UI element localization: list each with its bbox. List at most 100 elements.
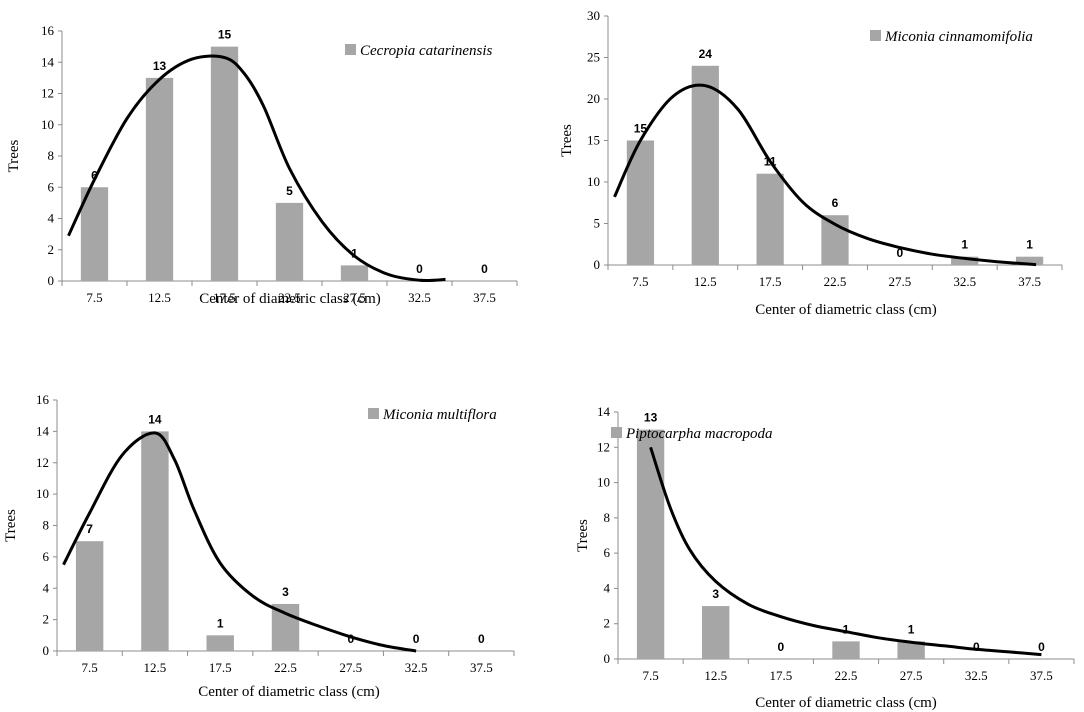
x-tick-label: 12.5 — [704, 668, 727, 683]
fitted-curve — [649, 446, 1042, 657]
y-tick-label: 6 — [43, 549, 50, 564]
data-label: 6 — [832, 196, 839, 210]
x-tick-label: 22.5 — [274, 660, 297, 675]
legend-label: Cecropia catarinensis — [360, 43, 493, 59]
bar-27.5 — [340, 265, 369, 281]
bar-37.5 — [1015, 256, 1044, 265]
legend-swatch — [345, 44, 356, 55]
bar-22.5 — [832, 641, 860, 659]
chart-panel-2: 0510152025307.51512.52417.51122.5627.503… — [559, 8, 1063, 318]
y-tick-label: 2 — [43, 612, 50, 627]
data-label: 15 — [218, 28, 232, 42]
bar-17.5 — [756, 173, 784, 265]
bar-12.5 — [691, 65, 719, 265]
y-tick-label: 10 — [36, 486, 49, 501]
y-tick-label: 14 — [41, 54, 55, 69]
y-tick-label: 16 — [41, 23, 55, 38]
y-tick-label: 10 — [587, 174, 600, 189]
legend-label: Miconia cinnamomifolia — [884, 29, 1033, 45]
bar-27.5 — [897, 641, 925, 659]
data-label: 1 — [843, 622, 850, 636]
y-tick-label: 0 — [43, 643, 50, 658]
legend-label: Piptocarpha macropoda — [625, 426, 773, 442]
y-tick-label: 6 — [48, 179, 55, 194]
y-tick-label: 0 — [594, 257, 601, 272]
data-label: 14 — [148, 412, 162, 426]
y-tick-label: 14 — [597, 404, 611, 419]
data-label: 1 — [217, 616, 224, 630]
x-tick-label: 17.5 — [209, 660, 232, 675]
x-tick-label: 12.5 — [694, 274, 717, 289]
y-tick-label: 8 — [604, 510, 611, 525]
data-label: 0 — [778, 640, 785, 654]
bar-17.5 — [206, 635, 234, 651]
y-tick-label: 15 — [587, 133, 600, 148]
data-label: 13 — [153, 59, 167, 73]
y-tick-label: 30 — [587, 8, 600, 23]
x-tick-label: 32.5 — [408, 290, 431, 305]
chart-panel-4: 0 2 4 6 8 10 12 14 7.5 13 12.5 3 17.5 0 22.5 1 27.5 1 32.5… — [575, 404, 1075, 711]
x-tick-label: 32.5 — [953, 274, 976, 289]
y-tick-label: 10 — [41, 117, 54, 132]
fitted-curve — [67, 54, 446, 282]
y-tick-label: 20 — [587, 91, 600, 106]
data-label: 0 — [897, 246, 904, 260]
y-tick-label: 8 — [43, 518, 50, 533]
data-label: 7 — [86, 522, 93, 536]
chart-panel-3: 0 2 4 6 8 10 12 14 16 7.5 7 12.5 14 17.5 1 22.5 3 27.5 0 32… — [3, 392, 515, 700]
y-tick-label: 2 — [604, 616, 611, 631]
x-tick-label: 17.5 — [759, 274, 782, 289]
bar-12.5 — [145, 77, 174, 281]
data-label: 5 — [286, 184, 293, 198]
data-label: 0 — [1038, 640, 1045, 654]
x-tick-label: 37.5 — [470, 660, 493, 675]
y-tick-label: 2 — [48, 242, 55, 257]
y-tick-label: 12 — [41, 86, 54, 101]
x-tick-label: 17.5 — [213, 290, 236, 305]
legend-swatch — [611, 427, 622, 438]
y-tick-label: 10 — [597, 475, 610, 490]
x-tick-label: 32.5 — [965, 668, 988, 683]
x-tick-label: 22.5 — [835, 668, 858, 683]
y-tick-label: 4 — [604, 580, 611, 595]
x-tick-label: 32.5 — [405, 660, 428, 675]
bar-12.5 — [141, 431, 169, 651]
y-axis-title: Trees — [575, 519, 591, 552]
data-label: 0 — [416, 262, 423, 276]
bar-7.5 — [80, 187, 109, 281]
data-label: 24 — [699, 47, 713, 61]
x-tick-label: 22.5 — [824, 274, 847, 289]
y-tick-label: 16 — [36, 392, 50, 407]
y-axis-title: Trees — [3, 509, 19, 542]
y-tick-label: 12 — [597, 439, 610, 454]
x-tick-label: 12.5 — [148, 290, 171, 305]
data-label: 3 — [712, 587, 719, 601]
x-tick-label: 7.5 — [642, 668, 658, 683]
x-axis-title: Center of diametric class (cm) — [199, 291, 381, 307]
data-label: 0 — [413, 632, 420, 646]
data-label: 1 — [351, 246, 358, 260]
x-tick-label: 22.5 — [278, 290, 301, 305]
bar-22.5 — [271, 603, 300, 651]
bar-22.5 — [275, 202, 304, 281]
y-tick-label: 12 — [36, 455, 49, 470]
x-axis-title: Center of diametric class (cm) — [198, 684, 380, 700]
y-tick-label: 8 — [48, 148, 55, 163]
y-tick-label: 4 — [43, 580, 50, 595]
y-tick-label: 5 — [594, 216, 601, 231]
x-tick-label: 27.5 — [900, 668, 923, 683]
data-label: 0 — [973, 640, 980, 654]
x-tick-label: 7.5 — [632, 274, 648, 289]
data-label: 0 — [481, 262, 488, 276]
fitted-curve — [613, 83, 1037, 267]
y-tick-label: 25 — [587, 50, 600, 65]
y-tick-label: 6 — [604, 545, 611, 560]
x-tick-label: 37.5 — [1030, 668, 1053, 683]
data-label: 1 — [908, 622, 915, 636]
legend-label: Miconia multiflora — [382, 407, 497, 423]
x-tick-label: 17.5 — [769, 668, 792, 683]
x-tick-label: 37.5 — [473, 290, 496, 305]
legend-swatch — [368, 408, 379, 419]
data-label: 3 — [282, 585, 289, 599]
